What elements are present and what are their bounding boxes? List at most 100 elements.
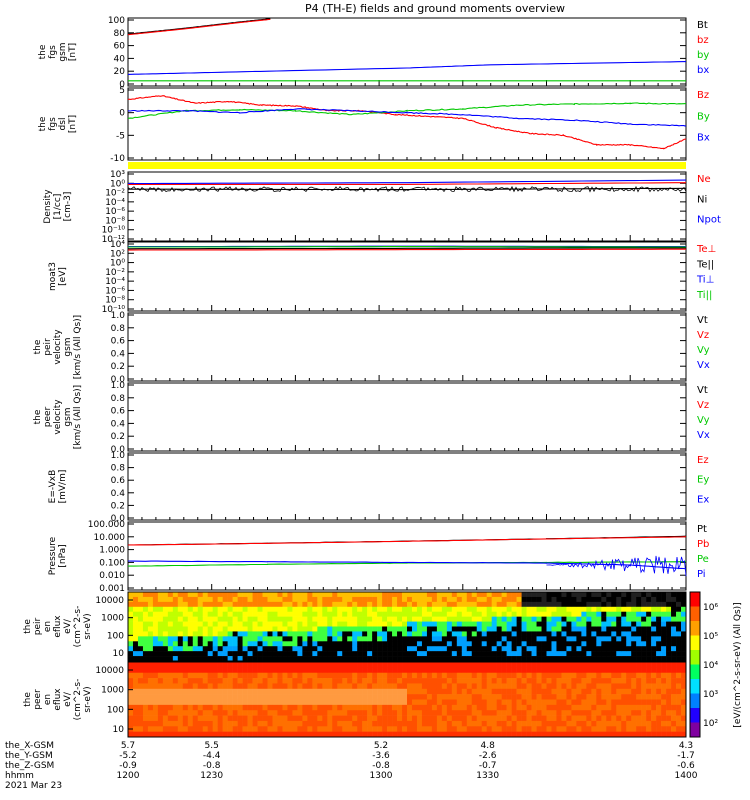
spectrogram-cell [651,646,657,652]
spectrogram-cell [352,626,358,632]
legend-entry: Ti⊥ [696,275,714,286]
spectrogram-cell [307,688,313,695]
spectrogram-cell [262,694,268,700]
spectrogram-cell [128,621,134,627]
spectrogram-cell [407,720,413,727]
spectrogram-cell [656,731,662,738]
spectrogram-cell [416,596,423,603]
spectrogram-cell [506,636,512,642]
spectrogram-cell [252,616,258,622]
spectrogram-cell [471,672,478,679]
spectrogram-cell [471,621,478,627]
spectrogram-cell [247,704,253,711]
spectrogram-cell [661,646,667,652]
spectrogram-cell [661,592,667,598]
spectrogram-cell [446,616,453,622]
spectrogram-cell [446,662,453,668]
spectrogram-cell [411,616,418,622]
spectrogram-cell [496,720,502,727]
spectrogram-cell [317,720,323,727]
spectrogram-cell [426,636,433,642]
spectrogram-cell [332,636,338,642]
spectrogram-cell [367,715,373,722]
spectrogram-cell [496,656,502,662]
spectrogram-cell [526,651,532,657]
spectrogram-cell [222,688,228,695]
spectrogram-cell [641,699,647,706]
spectrogram-cell [446,636,453,642]
spectrogram-cell [232,710,238,716]
spectrogram-cell [431,715,438,722]
spectrogram-cell [272,641,278,647]
spectrogram-cell [671,592,677,598]
spectrogram-cell [621,667,627,674]
spectrogram-cell [611,694,617,700]
spectrogram-cell [262,592,268,598]
spectrogram-cell [476,656,483,662]
spectrogram-cell [252,662,258,668]
spectrogram-cell [556,667,562,674]
spectrogram-cell [307,641,313,647]
spectrogram-cell [192,678,199,684]
spectrogram-cell [207,656,213,662]
spectrogram-cell [651,651,657,657]
spectrogram-cell [676,731,682,738]
spectrogram-cell [152,621,159,627]
spectrogram-cell [312,715,318,722]
spectrogram-cell [287,646,293,652]
spectrogram-cell [436,606,443,613]
spectrogram-cell [441,631,448,637]
spectrogram-cell [157,621,164,627]
spectrogram-cell [347,694,353,700]
spectrogram-cell [456,592,463,598]
spectrogram-cell [491,726,497,732]
spectrogram-cell [382,641,388,647]
spectrogram-cell [287,672,293,679]
spectrogram-cell [486,601,492,608]
spectrogram-cell [192,672,199,679]
spectrogram-cell [267,631,273,637]
spectrogram-cell [327,704,333,711]
spectrogram-cell [556,731,562,738]
spectrogram-cell [446,678,453,684]
spectrogram-cell [212,631,218,637]
spectrogram-cell [581,704,587,711]
spectrogram-cell [506,596,512,603]
spectrogram-cell [212,683,218,690]
spectrogram-cell [237,704,243,711]
spectrogram-cell [212,616,218,622]
spectrogram-cell [431,596,438,603]
spectrogram-cell [416,626,423,632]
spectrogram-cell [212,699,218,706]
spectrogram-cell [476,699,483,706]
spectrogram-cell [506,694,512,700]
spectrogram-cell [302,601,308,608]
spectrogram-cell [681,626,687,632]
spectrogram-cell [382,651,388,657]
spectrogram-cell [152,601,159,608]
spectrogram-cell [287,715,293,722]
spectrogram-cell [387,601,393,608]
spectrogram-cell [317,667,323,674]
spectrogram-cell [661,611,667,617]
spectrogram-cell [312,699,318,706]
spectrogram-cell [546,626,552,632]
spectrogram-cell [561,731,567,738]
y-axis-label: peer [33,689,43,710]
spectrogram-cell [332,616,338,622]
x-axis-value: -0.6 [677,761,695,771]
colorbar-label: [eV/(cm^2-s-sr-eV) (All Qs)] [733,602,743,727]
spectrogram-cell [486,592,492,598]
spectrogram-cell [347,726,353,732]
spectrogram-cell [411,731,418,738]
spectrogram-cell [192,688,199,695]
y-tick-label: 10⁻⁸ [105,216,125,226]
spectrogram-cell [207,667,213,674]
spectrogram-cell [566,626,572,632]
spectrogram-cell [327,699,333,706]
spectrogram-cell [536,667,542,674]
spectrogram-cell [601,726,607,732]
spectrogram-cell [466,611,473,617]
spectrogram-cell [521,611,527,617]
spectrogram-cell [217,699,223,706]
